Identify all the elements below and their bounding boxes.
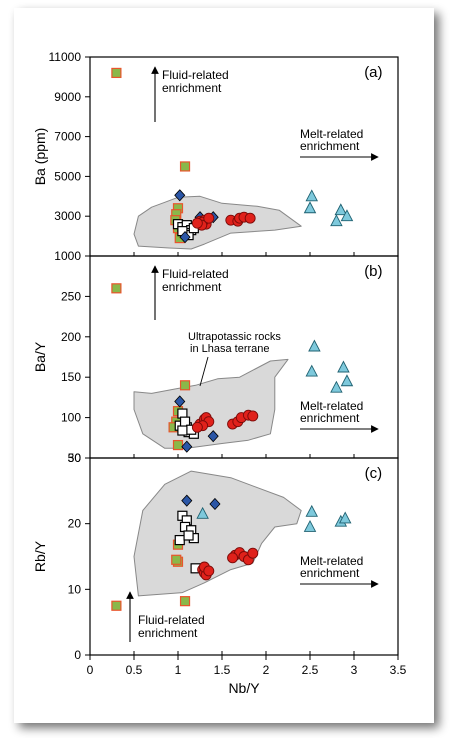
x-axis-label: Nb/Y — [228, 680, 260, 696]
x-tick-label: 2.5 — [302, 663, 319, 677]
annotation-text: enrichment — [162, 280, 222, 294]
x-tick-label: 2 — [263, 663, 270, 677]
x-tick-label: 1 — [175, 663, 182, 677]
circle-point — [203, 565, 215, 577]
annotation-text: enrichment — [300, 411, 360, 425]
y-tick-label: 50 — [68, 451, 82, 465]
panel-b: 50100150200250Ba/Y(b)Fluid-relatedenrich… — [32, 255, 399, 465]
circle-point — [191, 421, 203, 433]
x-tick-label: 0 — [87, 663, 94, 677]
triangle-point — [196, 506, 209, 519]
triangle-point — [303, 519, 317, 532]
annotation-text: Fluid-related — [162, 68, 229, 82]
circle-point — [247, 410, 259, 422]
figure-card — [14, 8, 434, 723]
annotation-text: Fluid-related — [162, 267, 229, 281]
diamond-point — [181, 494, 193, 507]
green-square-point — [111, 600, 122, 611]
annotation-text: enrichment — [138, 626, 198, 640]
circle-point — [191, 217, 203, 229]
panel-frame — [89, 457, 399, 656]
leader-line — [199, 356, 209, 387]
x-tick-label: 3.5 — [390, 663, 407, 677]
annotation-text: Melt-related — [300, 399, 363, 413]
x-tick-label: 3 — [351, 663, 358, 677]
triangle-point — [305, 364, 319, 377]
diamond-point — [209, 497, 221, 511]
green-square-point — [111, 67, 122, 79]
triangle-point — [340, 374, 354, 387]
triangle-point — [338, 511, 352, 524]
panel-c: 0 10 20 30 0 0.5 1 1.5 2 2.5 3 3.5 Rb/Y Nb/Y (c) Fluid-… — [32, 451, 407, 696]
diamond-point — [179, 231, 191, 244]
circle-point — [227, 552, 239, 564]
y-tick-label: 0 — [74, 648, 81, 662]
x-tick-label: 0.5 — [126, 663, 143, 677]
circle-point — [203, 212, 215, 224]
annotation-text: Melt-related — [300, 554, 363, 568]
circle-point — [244, 212, 256, 224]
y-tick-label: 9000 — [54, 90, 81, 104]
green-square-point — [111, 283, 122, 294]
y-tick-label: 1000 — [54, 249, 81, 263]
triangle-point — [337, 360, 350, 373]
y-tick-label: 3000 — [54, 209, 81, 223]
y-tick-label: 5000 — [54, 169, 81, 183]
y-tick-label: 250 — [61, 289, 81, 303]
y-tick-label: 100 — [61, 411, 81, 425]
y-tick-label: 7000 — [54, 130, 81, 144]
annotation-text: Fluid-related — [138, 613, 205, 627]
triangle-point — [303, 201, 317, 214]
open-square-point — [183, 530, 194, 541]
green-square-point — [179, 596, 191, 607]
triangle-point — [340, 209, 354, 222]
diamond-point — [174, 189, 186, 202]
annotation-text: enrichment — [300, 566, 360, 580]
triangle-point — [330, 214, 343, 227]
y-tick-label: 10 — [68, 582, 82, 596]
y-tick-label: 200 — [61, 330, 81, 344]
circle-point — [247, 547, 259, 559]
annotation-text: enrichment — [162, 81, 222, 95]
triangle-point — [308, 339, 321, 352]
triangle-point — [330, 380, 343, 393]
diamond-point — [174, 395, 186, 408]
green-square-point — [172, 439, 184, 451]
green-square-point — [179, 380, 191, 391]
y-axis-label: Ba/Y — [32, 341, 48, 372]
open-square-point — [174, 534, 185, 546]
annotation-text: Melt-related — [300, 127, 363, 141]
green-square-point — [179, 161, 191, 172]
annotation-text: enrichment — [300, 139, 360, 153]
y-axis-label: Rb/Y — [32, 540, 48, 572]
y-tick-label: 11000 — [49, 50, 82, 64]
y-tick-label: 20 — [68, 517, 82, 531]
panel-a: 1000 3000 5000 7000 9000 11000 Ba (ppm) (a) Flui… — [32, 50, 399, 263]
annotation-text: Ultrapotassic rocks — [188, 331, 281, 343]
green-square-point — [171, 554, 182, 565]
diamond-point — [207, 430, 219, 443]
diamond-point — [181, 440, 193, 453]
x-tick-label: 1.5 — [214, 663, 231, 677]
panel-label: (a) — [364, 64, 382, 81]
panel-label: (b) — [364, 263, 382, 280]
annotation-text: in Lhasa terrane — [190, 343, 270, 355]
triangle-point — [334, 203, 348, 216]
triangle-point — [305, 189, 319, 202]
y-tick-label: 30 — [68, 451, 82, 465]
y-tick-label: 150 — [61, 370, 81, 384]
triangle-point — [305, 504, 319, 517]
open-square-point — [177, 425, 188, 436]
panel-label: (c) — [365, 465, 383, 482]
y-axis-label: Ba (ppm) — [32, 128, 48, 186]
